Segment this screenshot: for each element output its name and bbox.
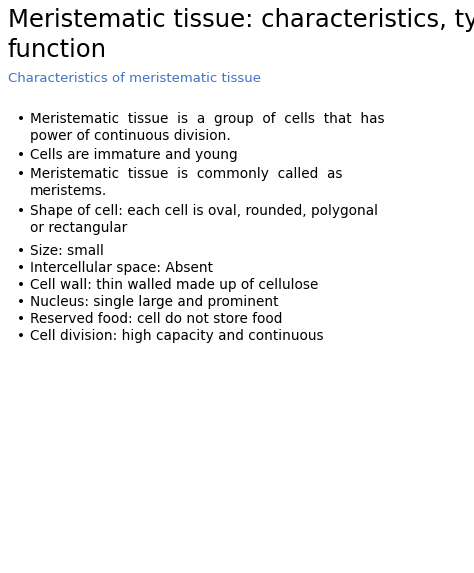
Text: Shape of cell: each cell is oval, rounded, polygonal
or rectangular: Shape of cell: each cell is oval, rounde… [30, 204, 378, 236]
Text: •: • [17, 261, 25, 275]
Text: Reserved food: cell do not store food: Reserved food: cell do not store food [30, 312, 283, 326]
Text: •: • [17, 278, 25, 292]
Text: •: • [17, 295, 25, 309]
Text: •: • [17, 112, 25, 126]
Text: Meristematic  tissue  is  commonly  called  as
meristems.: Meristematic tissue is commonly called a… [30, 167, 343, 198]
Text: •: • [17, 312, 25, 326]
Text: Size: small: Size: small [30, 244, 104, 258]
Text: Cell division: high capacity and continuous: Cell division: high capacity and continu… [30, 329, 324, 343]
Text: •: • [17, 167, 25, 181]
Text: function: function [8, 38, 107, 62]
Text: Cell wall: thin walled made up of cellulose: Cell wall: thin walled made up of cellul… [30, 278, 319, 292]
Text: Characteristics of meristematic tissue: Characteristics of meristematic tissue [8, 72, 261, 85]
Text: Nucleus: single large and prominent: Nucleus: single large and prominent [30, 295, 279, 309]
Text: Intercellular space: Absent: Intercellular space: Absent [30, 261, 213, 275]
Text: Cells are immature and young: Cells are immature and young [30, 148, 237, 162]
Text: •: • [17, 148, 25, 162]
Text: •: • [17, 329, 25, 343]
Text: •: • [17, 204, 25, 218]
Text: •: • [17, 244, 25, 258]
Text: Meristematic tissue: characteristics, types and: Meristematic tissue: characteristics, ty… [8, 8, 474, 32]
Text: Meristematic  tissue  is  a  group  of  cells  that  has
power of continuous div: Meristematic tissue is a group of cells … [30, 112, 384, 143]
